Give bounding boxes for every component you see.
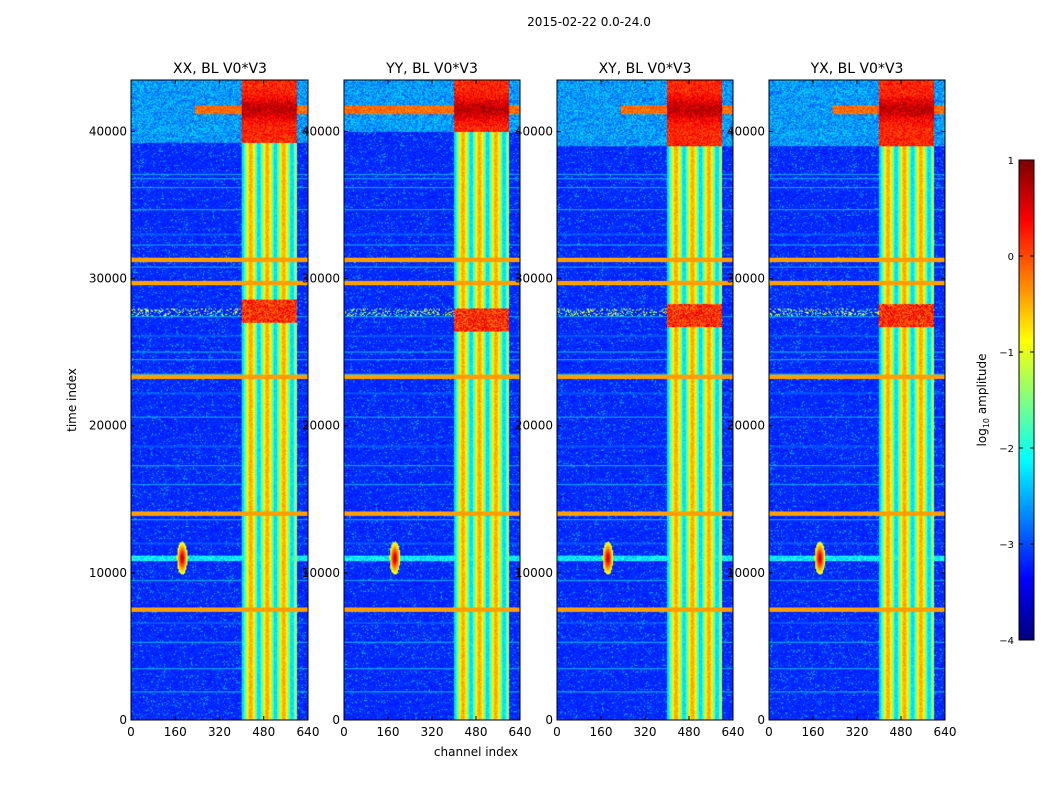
heatmap-image <box>557 80 733 720</box>
y-tick-label: 10000 <box>89 566 127 580</box>
x-tick-label: 320 <box>846 725 869 739</box>
y-tick-label: 30000 <box>727 272 765 286</box>
x-tick-label: 640 <box>934 725 957 739</box>
y-tick-label: 40000 <box>515 124 553 138</box>
y-tick-label: 20000 <box>515 419 553 433</box>
x-tick-label: 0 <box>553 725 561 739</box>
colorbar-tick-label: −2 <box>999 444 1014 455</box>
x-tick-label: 480 <box>252 725 275 739</box>
y-tick-label: 20000 <box>89 419 127 433</box>
colorbar-gradient <box>1019 160 1034 640</box>
x-tick-label: 480 <box>465 725 488 739</box>
x-tick-label: 640 <box>509 725 532 739</box>
heatmap-image <box>769 80 945 720</box>
panel-title: YY, BL V0*V3 <box>385 61 478 77</box>
colorbar-label: log10 amplitude <box>975 354 991 447</box>
y-tick-label: 0 <box>332 713 340 727</box>
x-tick-label: 0 <box>765 725 773 739</box>
y-tick-label: 0 <box>757 713 765 727</box>
x-tick-label: 0 <box>127 725 135 739</box>
colorbar-tick-label: 0 <box>1008 252 1014 263</box>
x-tick-label: 320 <box>421 725 444 739</box>
colorbar-tick-label: −1 <box>999 348 1014 359</box>
y-tick-label: 10000 <box>515 566 553 580</box>
panel-xy: XY, BL V0*V3 <box>556 61 734 721</box>
y-tick-label: 30000 <box>89 272 127 286</box>
y-tick-label: 40000 <box>302 124 340 138</box>
x-tick-label: 320 <box>208 725 231 739</box>
y-tick-label: 40000 <box>727 124 765 138</box>
y-tick-label: 20000 <box>727 419 765 433</box>
y-axis-label: time index <box>65 368 79 432</box>
colorbar-tick-label: 1 <box>1008 156 1014 167</box>
panel-xx: XX, BL V0*V3 <box>130 61 309 721</box>
x-tick-label: 480 <box>890 725 913 739</box>
y-tick-label: 30000 <box>302 272 340 286</box>
figure-suptitle: 2015-02-22 0.0-24.0 <box>527 15 651 29</box>
x-tick-label: 160 <box>164 725 187 739</box>
y-tick-label: 0 <box>119 713 127 727</box>
colorbar-tick-label: −4 <box>999 636 1014 647</box>
panel-yy: YY, BL V0*V3 <box>343 61 521 721</box>
y-tick-label: 0 <box>545 713 553 727</box>
x-tick-label: 320 <box>634 725 657 739</box>
y-tick-label: 30000 <box>515 272 553 286</box>
y-tick-label: 20000 <box>302 419 340 433</box>
colorbar: 1 0 −1 −2 −3 −4 log10 amplitude <box>975 156 1035 647</box>
panel-title: XY, BL V0*V3 <box>599 61 692 77</box>
x-tick-label: 160 <box>802 725 825 739</box>
x-axis-label: channel index <box>434 745 518 759</box>
x-tick-label: 640 <box>722 725 745 739</box>
colorbar-tick-label: −3 <box>999 540 1014 551</box>
y-tick-label: 40000 <box>89 124 127 138</box>
x-tick-label: 160 <box>590 725 613 739</box>
y-tick-label: 10000 <box>302 566 340 580</box>
x-tick-label: 640 <box>297 725 320 739</box>
x-tick-label: 160 <box>377 725 400 739</box>
x-tick-label: 0 <box>340 725 348 739</box>
panel-title: YX, BL V0*V3 <box>810 61 904 77</box>
panel-yx: YX, BL V0*V3 <box>768 61 946 721</box>
heatmap-image <box>344 80 520 720</box>
colorbar-frame <box>1018 159 1035 641</box>
x-tick-label: 480 <box>678 725 701 739</box>
heatmap-image <box>131 80 308 720</box>
panel-title: XX, BL V0*V3 <box>173 61 267 77</box>
y-tick-label: 10000 <box>727 566 765 580</box>
colorbar-ticks: 1 0 −1 −2 −3 −4 <box>999 156 1034 647</box>
axis-ticks: 0 160 320 480 640 0 10000 20000 30000 40000 0 160 32… <box>89 80 957 739</box>
